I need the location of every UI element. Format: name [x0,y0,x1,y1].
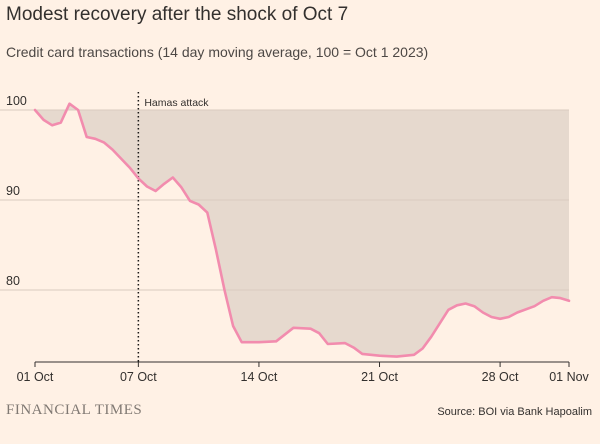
x-tick-label: 14 Oct [241,370,278,384]
chart-title: Modest recovery after the shock of Oct 7 [6,4,349,25]
x-tick-label: 28 Oct [482,370,519,384]
y-tick-label: 90 [6,184,20,198]
series-line [33,102,571,358]
x-tick-label: 21 Oct [361,370,398,384]
y-tick-label: 80 [6,274,20,288]
x-tick-label: 01 Nov [549,370,589,384]
brand-logo-text: FINANCIAL TIMES [6,402,143,418]
event-marker-label: Hamas attack [144,97,209,109]
y-tick-label: 100 [6,94,27,108]
x-tick-label: 01 Oct [17,370,54,384]
line-chart: 100 90 80 01 Oct 07 Oct 14 Oct 21 Oct 28 Oct 01 … [0,92,590,384]
chart-subtitle: Credit card transactions (14 day moving … [6,44,429,60]
source-note: Source: BOI via Bank Hapoalim [437,406,592,418]
gap-area [35,103,569,357]
x-tick-label: 07 Oct [120,370,157,384]
